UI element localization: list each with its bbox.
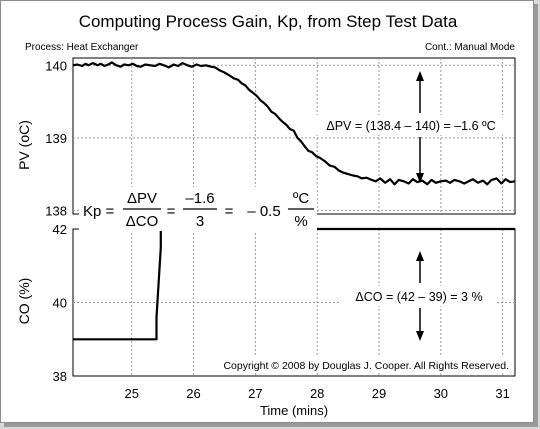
kp-equals-2: =	[225, 203, 234, 220]
pv-y-tick-label: 138	[45, 203, 67, 218]
kp-numerator-dpv: ΔPV	[127, 190, 157, 207]
delta-pv-arrowhead-up	[416, 71, 424, 81]
chart-frame: Computing Process Gain, Kp, from Step Te…	[0, 0, 534, 423]
delta-pv-box	[314, 115, 506, 135]
kp-formula: Kp = ΔPV ΔCO = –1.6 3 = – 0.5 ºC %	[79, 187, 317, 231]
copyright-text: Copyright © 2008 by Douglas J. Cooper. A…	[223, 360, 509, 372]
x-tick-label: 29	[372, 386, 386, 401]
kp-equals-1: =	[167, 203, 176, 220]
delta-co-box	[341, 286, 496, 306]
co-y-tick-label: 38	[53, 369, 67, 384]
x-tick-label: 30	[434, 386, 448, 401]
delta-co-text: ΔCO = (42 – 39) = 3 %	[355, 290, 482, 304]
delta-co-arrowhead-up	[416, 251, 424, 261]
kp-denominator-dco: ΔCO	[126, 213, 159, 230]
copyright-box	[199, 357, 511, 373]
co-y-tick-label: 42	[53, 222, 67, 237]
pv-series-line	[72, 61, 516, 186]
pv-y-tick-label: 140	[45, 58, 67, 73]
x-tick-label: 27	[248, 386, 262, 401]
x-tick-label: 28	[310, 386, 324, 401]
tick-labels: 138 139 140 38 40 42 25 26 27 28 29 30 31	[45, 58, 510, 401]
co-y-tick-label: 40	[53, 296, 67, 311]
co-axis-label: CO (%)	[16, 278, 32, 325]
kp-unit-numerator: ºC	[293, 190, 309, 207]
step-test-chart: Computing Process Gain, Kp, from Step Te…	[16, 12, 516, 418]
delta-co-annotation: ΔCO = (42 – 39) = 3 %	[341, 251, 496, 341]
pv-axis-label: PV (oC)	[16, 120, 32, 170]
x-tick-label: 31	[495, 386, 509, 401]
kp-result-value: – 0.5	[247, 203, 280, 220]
delta-pv-text: ΔPV = (138.4 – 140) = –1.6 ºC	[326, 119, 495, 133]
delta-co-arrowhead-down	[416, 331, 424, 341]
x-axis-label: Time (mins)	[260, 403, 328, 418]
kp-unit-denominator: %	[294, 213, 307, 230]
delta-pv-arrowhead-down	[416, 173, 424, 183]
delta-pv-annotation: ΔPV = (138.4 – 140) = –1.6 ºC	[314, 71, 506, 183]
chart-title: Computing Process Gain, Kp, from Step Te…	[79, 12, 458, 31]
pv-y-tick-label: 139	[45, 131, 67, 146]
kp-numerator-value: –1.6	[185, 190, 214, 207]
x-tick-label: 26	[186, 386, 200, 401]
process-label: Process: Heat Exchanger	[25, 42, 139, 53]
x-tick-label: 25	[124, 386, 138, 401]
controller-label: Cont.: Manual Mode	[425, 42, 515, 53]
kp-denominator-value: 3	[196, 213, 204, 230]
kp-label: Kp =	[83, 203, 115, 220]
